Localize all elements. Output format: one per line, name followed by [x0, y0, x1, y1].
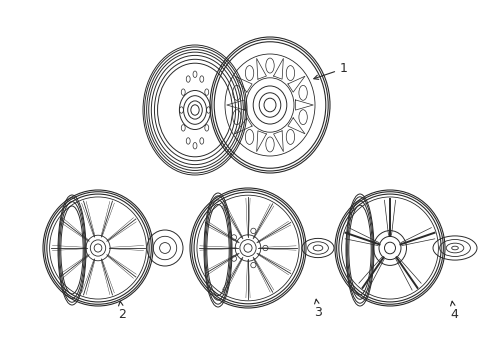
Text: 3: 3	[313, 299, 321, 319]
Text: 4: 4	[449, 301, 457, 321]
Text: 2: 2	[118, 301, 125, 321]
Text: 1: 1	[313, 62, 347, 80]
